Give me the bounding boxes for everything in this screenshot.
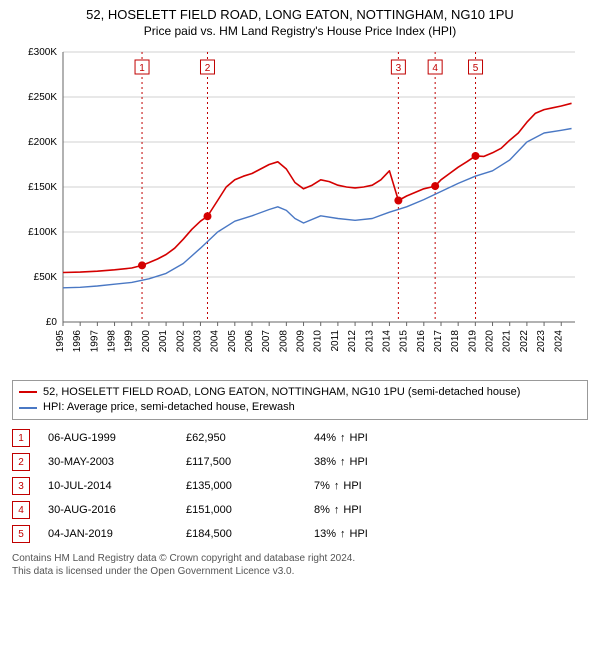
transaction-price: £62,950 xyxy=(186,432,296,444)
svg-text:2017: 2017 xyxy=(433,329,444,352)
price-vs-hpi-chart: £0 £50K £100K £150K £200K £250K £300K 1995 1996 1… xyxy=(15,42,585,372)
svg-text:2024: 2024 xyxy=(553,329,564,352)
transaction-number-badge: 3 xyxy=(12,477,30,495)
svg-text:2004: 2004 xyxy=(210,329,221,352)
arrow-up-icon: ↑ xyxy=(340,528,346,540)
svg-text:1996: 1996 xyxy=(72,329,83,352)
legend-label: HPI: Average price, semi-detached house,… xyxy=(43,400,295,415)
copyright-line-2: This data is licensed under the Open Gov… xyxy=(12,565,588,578)
arrow-up-icon: ↑ xyxy=(340,456,346,468)
svg-text:2015: 2015 xyxy=(399,329,410,352)
svg-text:£300K: £300K xyxy=(28,47,57,58)
copyright-line-1: Contains HM Land Registry data © Crown c… xyxy=(12,552,588,565)
svg-text:5: 5 xyxy=(473,63,479,74)
transaction-date: 10-JUL-2014 xyxy=(48,480,168,492)
svg-text:2012: 2012 xyxy=(347,329,358,352)
transaction-number-badge: 4 xyxy=(12,501,30,519)
svg-text:2016: 2016 xyxy=(416,329,427,352)
svg-text:2000: 2000 xyxy=(141,329,152,352)
svg-text:£250K: £250K xyxy=(28,92,57,103)
arrow-up-icon: ↑ xyxy=(340,432,346,444)
svg-text:1998: 1998 xyxy=(107,329,118,352)
svg-text:2007: 2007 xyxy=(261,329,272,352)
svg-text:2023: 2023 xyxy=(536,329,547,352)
transaction-pct: 13%↑HPI xyxy=(314,528,368,540)
svg-text:2001: 2001 xyxy=(158,329,169,352)
svg-text:2010: 2010 xyxy=(313,329,324,352)
svg-text:£100K: £100K xyxy=(28,227,57,238)
transaction-row: 1 06-AUG-1999 £62,950 44%↑HPI xyxy=(12,426,588,450)
transaction-price: £151,000 xyxy=(186,504,296,516)
svg-text:2: 2 xyxy=(205,63,211,74)
svg-text:£200K: £200K xyxy=(28,137,57,148)
arrow-up-icon: ↑ xyxy=(334,504,340,516)
svg-text:2018: 2018 xyxy=(450,329,461,352)
transaction-pct: 38%↑HPI xyxy=(314,456,368,468)
legend: 52, HOSELETT FIELD ROAD, LONG EATON, NOT… xyxy=(12,380,588,421)
chart-container: £0 £50K £100K £150K £200K £250K £300K 1995 1996 1… xyxy=(0,42,600,372)
transaction-number-badge: 5 xyxy=(12,525,30,543)
arrow-up-icon: ↑ xyxy=(334,480,340,492)
chart-subtitle: Price paid vs. HM Land Registry's House … xyxy=(0,24,600,38)
svg-text:£50K: £50K xyxy=(34,272,58,283)
svg-text:1: 1 xyxy=(139,63,145,74)
svg-text:2020: 2020 xyxy=(485,329,496,352)
transaction-price: £117,500 xyxy=(186,456,296,468)
transaction-date: 30-AUG-2016 xyxy=(48,504,168,516)
svg-text:2005: 2005 xyxy=(227,329,238,352)
transaction-pct: 7%↑HPI xyxy=(314,480,362,492)
svg-text:2011: 2011 xyxy=(330,329,341,351)
svg-text:1995: 1995 xyxy=(55,329,66,352)
legend-label: 52, HOSELETT FIELD ROAD, LONG EATON, NOT… xyxy=(43,385,520,400)
copyright-notice: Contains HM Land Registry data © Crown c… xyxy=(12,552,588,578)
transaction-row: 4 30-AUG-2016 £151,000 8%↑HPI xyxy=(12,498,588,522)
transaction-row: 2 30-MAY-2003 £117,500 38%↑HPI xyxy=(12,450,588,474)
transaction-price: £135,000 xyxy=(186,480,296,492)
svg-text:2006: 2006 xyxy=(244,329,255,352)
svg-text:1999: 1999 xyxy=(124,329,135,352)
transaction-date: 30-MAY-2003 xyxy=(48,456,168,468)
transactions-table: 1 06-AUG-1999 £62,950 44%↑HPI 2 30-MAY-2003 £1… xyxy=(12,426,588,546)
transaction-date: 04-JAN-2019 xyxy=(48,528,168,540)
transaction-number-badge: 1 xyxy=(12,429,30,447)
svg-text:2003: 2003 xyxy=(192,329,203,352)
transaction-pct: 8%↑HPI xyxy=(314,504,362,516)
svg-text:2009: 2009 xyxy=(296,329,307,352)
legend-swatch xyxy=(19,391,37,393)
transaction-pct: 44%↑HPI xyxy=(314,432,368,444)
transaction-row: 5 04-JAN-2019 £184,500 13%↑HPI xyxy=(12,522,588,546)
svg-text:4: 4 xyxy=(432,63,438,74)
svg-text:3: 3 xyxy=(396,63,402,74)
legend-swatch xyxy=(19,407,37,409)
legend-item: 52, HOSELETT FIELD ROAD, LONG EATON, NOT… xyxy=(19,385,581,400)
svg-text:£0: £0 xyxy=(46,317,58,328)
svg-text:2019: 2019 xyxy=(467,329,478,352)
transaction-number-badge: 2 xyxy=(12,453,30,471)
transaction-row: 3 10-JUL-2014 £135,000 7%↑HPI xyxy=(12,474,588,498)
svg-text:2002: 2002 xyxy=(175,329,186,352)
svg-text:2014: 2014 xyxy=(381,329,392,352)
transaction-price: £184,500 xyxy=(186,528,296,540)
svg-text:2022: 2022 xyxy=(519,329,530,352)
legend-item: HPI: Average price, semi-detached house,… xyxy=(19,400,581,415)
transaction-date: 06-AUG-1999 xyxy=(48,432,168,444)
svg-text:£150K: £150K xyxy=(28,182,57,193)
chart-title: 52, HOSELETT FIELD ROAD, LONG EATON, NOT… xyxy=(0,6,600,24)
svg-text:2008: 2008 xyxy=(278,329,289,352)
svg-text:2021: 2021 xyxy=(502,329,513,352)
svg-text:2013: 2013 xyxy=(364,329,375,352)
svg-text:1997: 1997 xyxy=(89,329,100,352)
